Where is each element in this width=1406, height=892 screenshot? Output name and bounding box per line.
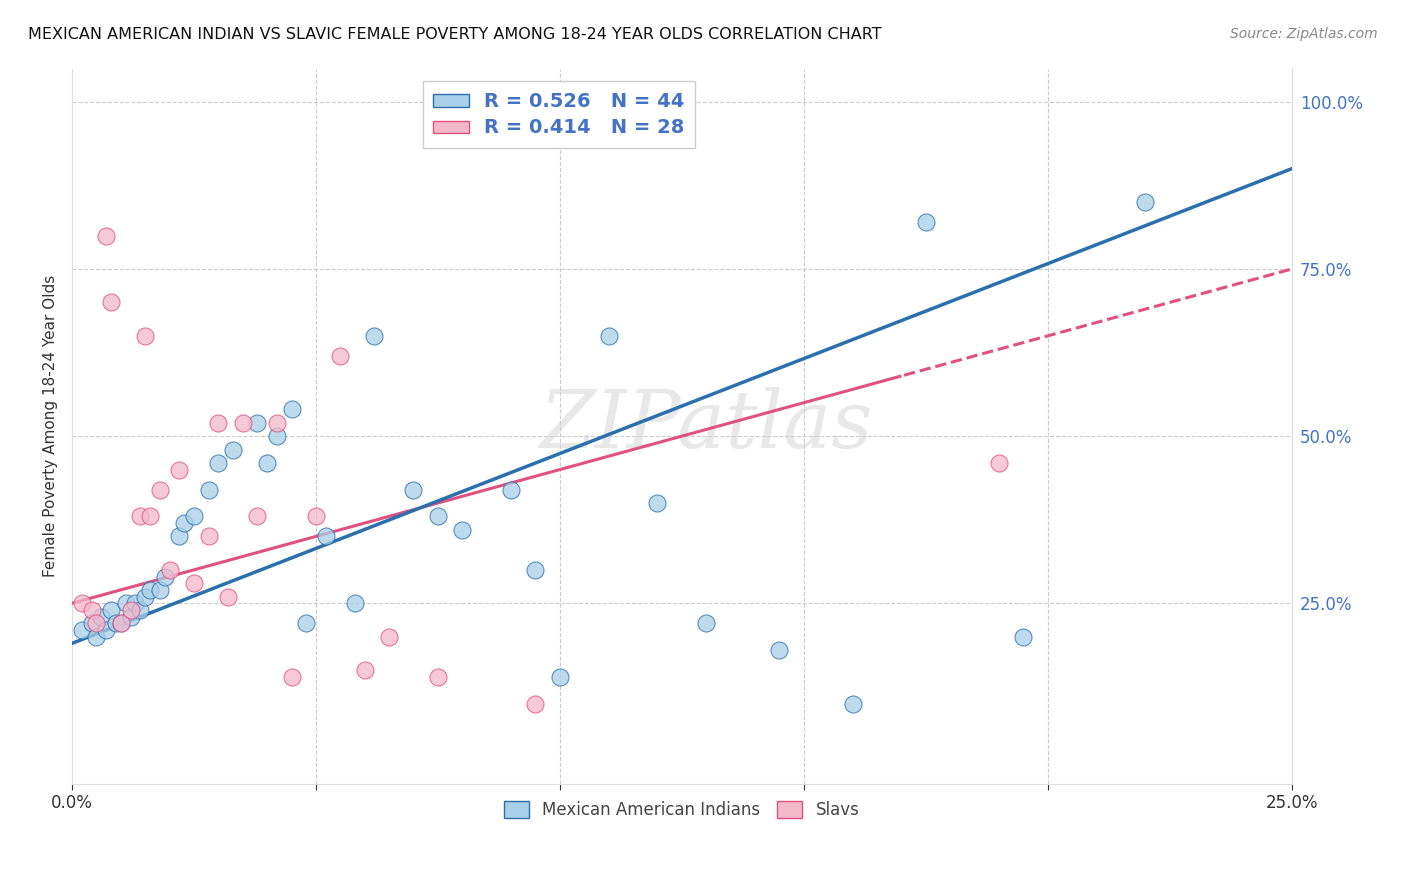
Point [256,456,278,470]
Point [329,349,352,363]
Point [124,596,146,610]
Point [451,523,474,537]
Legend: Mexican American Indians, Slavs: Mexican American Indians, Slavs [498,794,866,825]
Point [695,616,717,631]
Point [378,630,401,644]
Point [104,616,127,631]
Point [305,509,328,524]
Point [987,456,1010,470]
Point [426,509,449,524]
Point [598,329,620,343]
Point [86,630,108,644]
Point [149,483,172,497]
Point [246,416,269,430]
Point [169,529,191,543]
Point [110,616,132,631]
Point [129,509,152,524]
Point [159,563,181,577]
Y-axis label: Female Poverty Among 18-24 Year Olds: Female Poverty Among 18-24 Year Olds [44,275,58,577]
Point [80,616,103,631]
Point [295,616,318,631]
Point [524,697,547,711]
Point [120,609,142,624]
Point [315,529,337,543]
Point [222,442,245,457]
Point [363,329,385,343]
Point [173,516,195,530]
Point [499,483,522,497]
Point [169,462,191,476]
Point [183,509,205,524]
Point [402,483,425,497]
Point [134,329,156,343]
Point [96,228,118,243]
Point [266,416,288,430]
Point [183,576,205,591]
Point [841,697,863,711]
Point [280,670,302,684]
Point [426,670,449,684]
Point [768,643,790,657]
Point [96,623,118,637]
Point [139,582,162,597]
Point [149,582,172,597]
Point [217,590,239,604]
Point [207,416,229,430]
Point [1135,195,1157,210]
Point [197,529,219,543]
Point [353,663,375,677]
Point [647,496,669,510]
Point [548,670,571,684]
Point [139,509,162,524]
Point [134,590,156,604]
Point [524,563,547,577]
Point [153,569,176,583]
Point [86,616,108,631]
Point [246,509,269,524]
Point [100,603,122,617]
Point [1012,630,1035,644]
Point [70,596,93,610]
Point [232,416,254,430]
Point [207,456,229,470]
Point [914,215,936,229]
Text: Source: ZipAtlas.com: Source: ZipAtlas.com [1230,27,1378,41]
Point [280,402,302,417]
Point [114,596,136,610]
Point [197,483,219,497]
Point [100,295,122,310]
Point [129,603,152,617]
Text: MEXICAN AMERICAN INDIAN VS SLAVIC FEMALE POVERTY AMONG 18-24 YEAR OLDS CORRELATI: MEXICAN AMERICAN INDIAN VS SLAVIC FEMALE… [28,27,882,42]
Point [266,429,288,443]
Point [120,603,142,617]
Point [110,616,132,631]
Text: ZIPatlas: ZIPatlas [540,387,873,465]
Point [80,603,103,617]
Point [343,596,366,610]
Point [90,609,112,624]
Point [70,623,93,637]
